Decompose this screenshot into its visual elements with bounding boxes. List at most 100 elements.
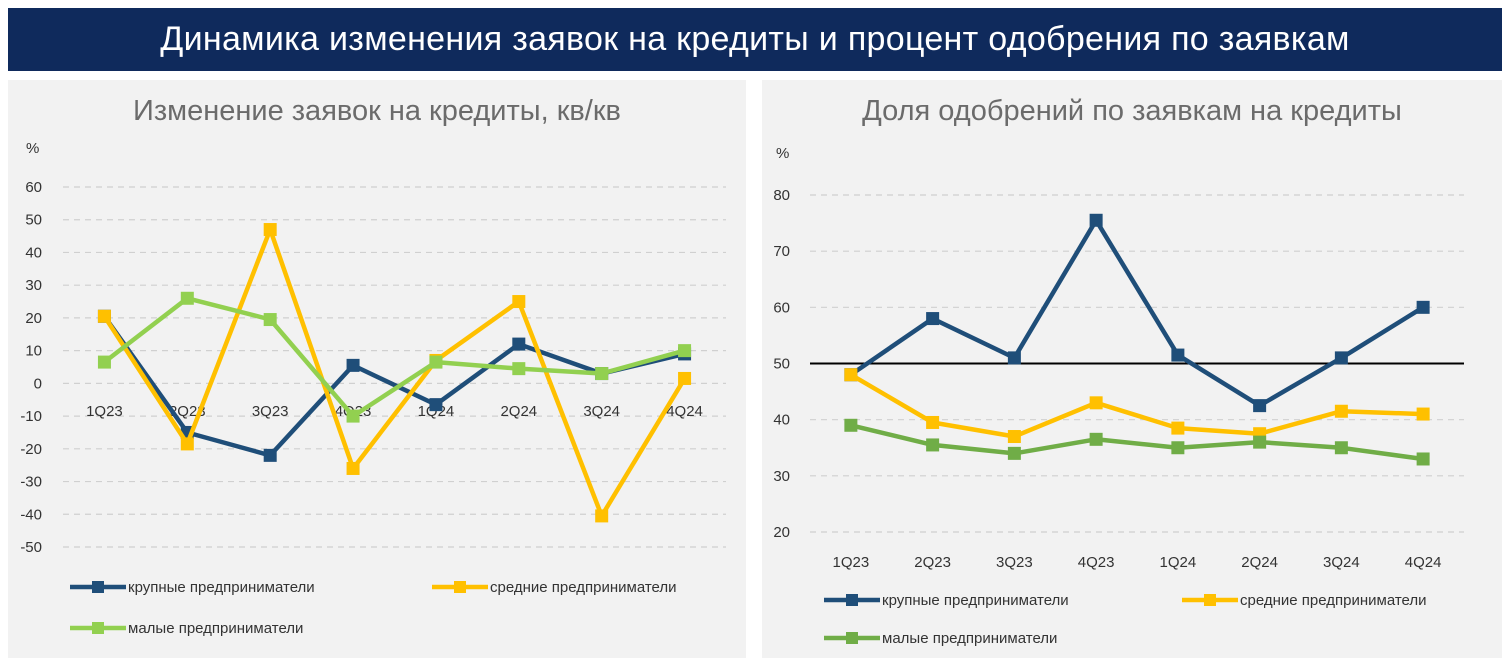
legend-item-medium: средние предприниматели [1182, 592, 1427, 609]
y-tick-label: 10 [25, 343, 42, 360]
series-line-large [102, 314, 686, 458]
data-point-small [1089, 432, 1103, 446]
x-tick-label: 1Q23 [86, 403, 123, 420]
legend-item-small: малые предприниматели [824, 630, 1057, 647]
y-tick-label: 0 [34, 375, 42, 392]
data-point-small [180, 291, 194, 305]
data-point-small [97, 355, 111, 369]
x-tick-label: 3Q23 [252, 403, 289, 420]
chart-title: Изменение заявок на кредиты, кв/кв [133, 95, 621, 127]
data-point-small [512, 362, 526, 376]
right-chart: Доля одобрений по заявкам на кредиты% 80 7… [773, 95, 1464, 647]
data-point-medium [1416, 407, 1430, 421]
data-point-small [429, 355, 443, 369]
y-tick-label: 20 [25, 310, 42, 327]
data-point-medium [1334, 404, 1348, 418]
x-tick-label: 4Q23 [1078, 554, 1115, 571]
legend-marker [454, 581, 466, 593]
data-point-large [1253, 399, 1267, 413]
series-line-medium [849, 372, 1424, 439]
series-line-large [849, 218, 1425, 408]
page-title: Динамика изменения заявок на кредиты и п… [160, 20, 1350, 58]
legend-marker [92, 581, 104, 593]
x-tick-label: 4Q24 [666, 403, 703, 420]
legend-marker [846, 632, 858, 644]
legend-marker [1204, 594, 1216, 606]
data-point-medium [844, 368, 858, 382]
x-tick-label: 2Q24 [1241, 554, 1278, 571]
data-point-small [1334, 441, 1348, 455]
data-point-small [844, 418, 858, 432]
data-point-large [1171, 348, 1185, 362]
data-point-large [263, 448, 277, 462]
legend-item-medium: средние предприниматели [432, 579, 677, 596]
data-point-medium [180, 437, 194, 451]
legend-label: малые предприниматели [128, 620, 303, 637]
data-point-medium [595, 509, 609, 523]
y-tick-label: 30 [25, 277, 42, 294]
legend-label: средние предприниматели [1240, 592, 1427, 609]
x-tick-label: 1Q23 [833, 554, 870, 571]
x-tick-label: 2Q23 [914, 554, 951, 571]
y-tick-label: 70 [773, 243, 790, 260]
x-tick-label: 3Q24 [1323, 554, 1360, 571]
data-point-medium [926, 415, 940, 429]
data-point-medium [1089, 396, 1103, 410]
data-point-large [1334, 351, 1348, 365]
legend-item-small: малые предприниматели [70, 620, 303, 637]
data-point-large [346, 358, 360, 372]
data-point-medium [346, 461, 360, 475]
y-tick-label: 20 [773, 524, 790, 541]
data-point-medium [263, 223, 277, 237]
data-point-small [346, 409, 360, 423]
data-point-small [678, 344, 692, 358]
data-point-small [263, 313, 277, 327]
data-point-small [1253, 435, 1267, 449]
right-chart-panel: Доля одобрений по заявкам на кредиты% 80 7… [762, 80, 1502, 658]
y-tick-label: 50 [773, 356, 790, 373]
y-tick-label: -20 [20, 441, 42, 458]
left-chart: Изменение заявок на кредиты, кв/кв% 60 50 4… [20, 95, 726, 637]
x-tick-label: 1Q24 [1160, 554, 1197, 571]
data-point-large [429, 398, 443, 412]
x-tick-label: 2Q24 [500, 403, 537, 420]
data-point-small [926, 438, 940, 452]
data-point-small [1171, 441, 1185, 455]
x-tick-label: 1Q24 [418, 403, 455, 420]
legend-label: крупные предприниматели [882, 592, 1069, 609]
legend-item-large: крупные предприниматели [70, 579, 315, 596]
header-banner: Динамика изменения заявок на кредиты и п… [8, 8, 1502, 71]
y-tick-label: 30 [773, 468, 790, 485]
chart-title: Доля одобрений по заявкам на кредиты [862, 95, 1402, 127]
legend-marker [846, 594, 858, 606]
y-tick-label: -10 [20, 408, 42, 425]
legend-label: малые предприниматели [882, 630, 1057, 647]
data-point-medium [678, 371, 692, 385]
data-point-small [1007, 446, 1021, 460]
data-point-large [1007, 351, 1021, 365]
legend-marker [92, 622, 104, 634]
legend-label: средние предприниматели [490, 579, 677, 596]
y-axis-unit-label: % [26, 140, 39, 157]
y-tick-label: 60 [25, 179, 42, 196]
x-tick-label: 3Q23 [996, 554, 1033, 571]
y-tick-label: 40 [773, 412, 790, 429]
y-tick-label: -40 [20, 506, 42, 523]
data-point-large [1416, 300, 1430, 314]
data-point-large [1089, 213, 1103, 227]
data-point-large [926, 312, 940, 326]
data-point-medium [97, 309, 111, 323]
y-tick-label: -30 [20, 474, 42, 491]
series-line-small [103, 296, 686, 419]
y-axis-unit-label: % [776, 145, 789, 162]
y-tick-label: 80 [773, 187, 790, 204]
x-tick-label: 4Q24 [1405, 554, 1442, 571]
left-chart-panel: Изменение заявок на кредиты, кв/кв% 60 50 4… [8, 80, 746, 658]
y-tick-label: 60 [773, 299, 790, 316]
legend-item-large: крупные предприниматели [824, 592, 1069, 609]
data-point-small [595, 367, 609, 381]
series-line-small [850, 423, 1424, 462]
x-tick-label: 3Q24 [583, 403, 620, 420]
y-tick-label: -50 [20, 539, 42, 556]
data-point-medium [1171, 421, 1185, 435]
